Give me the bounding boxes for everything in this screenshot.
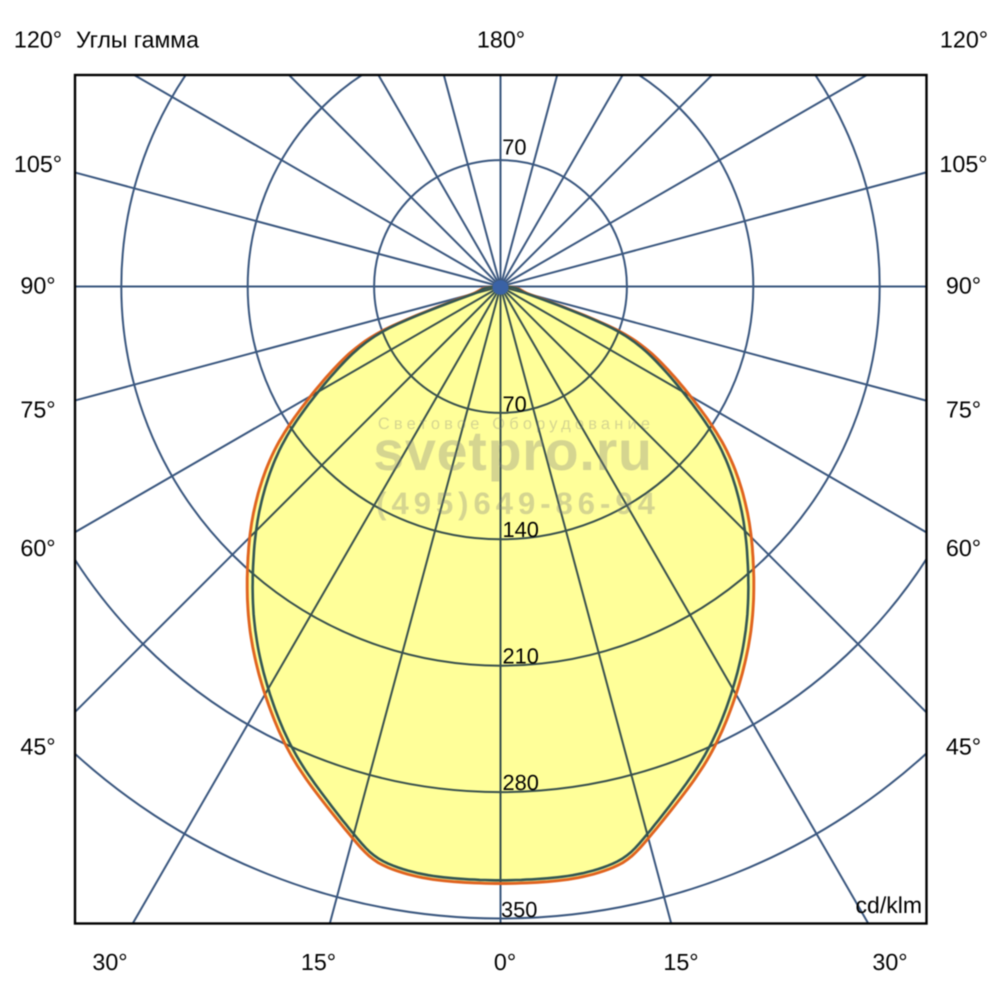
svg-text:180°: 180°: [477, 27, 525, 53]
svg-text:105°: 105°: [14, 151, 62, 177]
svg-text:45°: 45°: [20, 734, 55, 760]
svg-text:0°: 0°: [494, 949, 516, 975]
svg-text:120°: 120°: [940, 27, 988, 53]
svg-text:70: 70: [502, 135, 526, 160]
svg-text:105°: 105°: [939, 151, 987, 177]
svg-text:(495)649-86-94: (495)649-86-94: [376, 486, 660, 521]
svg-text:60°: 60°: [20, 535, 55, 561]
svg-text:30°: 30°: [872, 949, 907, 975]
svg-text:60°: 60°: [946, 535, 981, 561]
svg-text:Световое Оборудование: Световое Оборудование: [378, 415, 654, 433]
svg-text:75°: 75°: [20, 397, 55, 423]
svg-text:svetpro.ru: svetpro.ru: [373, 420, 652, 482]
svg-text:15°: 15°: [301, 949, 336, 975]
svg-text:140: 140: [503, 517, 539, 542]
svg-text:cd/klm: cd/klm: [856, 892, 922, 918]
svg-text:210: 210: [503, 644, 539, 669]
svg-text:30°: 30°: [92, 949, 127, 975]
svg-text:90°: 90°: [20, 273, 55, 299]
svg-text:350: 350: [501, 897, 537, 922]
svg-text:70: 70: [503, 392, 527, 417]
svg-text:280: 280: [503, 770, 539, 795]
svg-text:45°: 45°: [946, 734, 981, 760]
svg-text:120°: 120°: [14, 27, 62, 53]
svg-text:90°: 90°: [946, 273, 981, 299]
svg-text:15°: 15°: [663, 949, 698, 975]
svg-text:Углы гамма: Углы гамма: [76, 27, 199, 53]
svg-text:75°: 75°: [946, 397, 981, 423]
